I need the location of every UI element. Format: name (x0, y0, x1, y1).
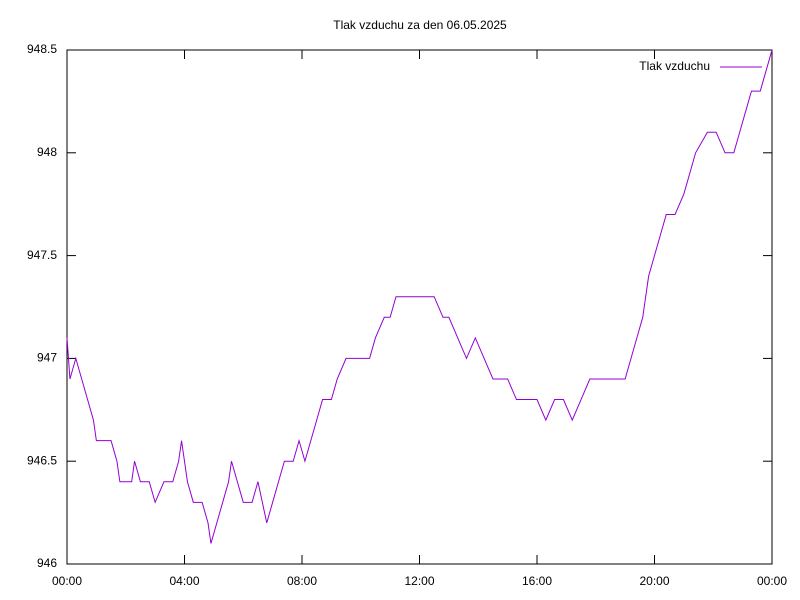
y-tick-label: 947 (37, 351, 57, 365)
y-tick-label: 948.5 (27, 42, 57, 56)
y-tick-label: 946.5 (27, 453, 57, 467)
x-tick-label: 00:00 (757, 574, 787, 588)
y-tick-label: 947.5 (27, 248, 57, 262)
y-tick-label: 946 (37, 556, 57, 570)
y-tick-label: 948 (37, 145, 57, 159)
data-line (66, 49, 773, 544)
x-tick-label: 00:00 (52, 574, 82, 588)
chart-title: Tlak vzduchu za den 06.05.2025 (333, 18, 507, 32)
x-tick-label: 16:00 (522, 574, 552, 588)
x-tick-label: 20:00 (639, 574, 669, 588)
x-tick-label: 08:00 (287, 574, 317, 588)
x-tick-label: 12:00 (404, 574, 434, 588)
x-tick-label: 04:00 (169, 574, 199, 588)
legend-label: Tlak vzduchu (639, 59, 710, 73)
